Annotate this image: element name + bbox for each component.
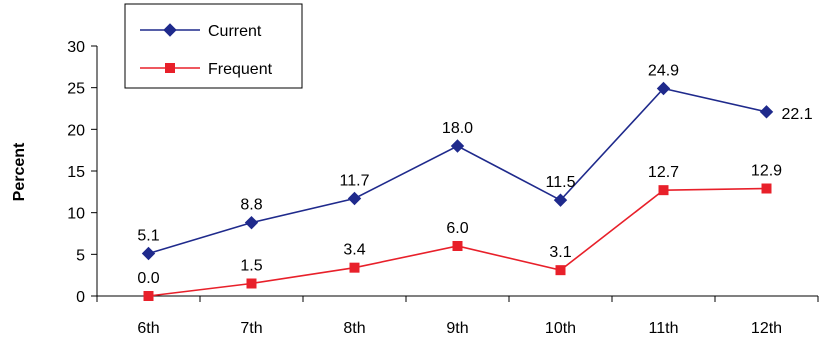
data-labels: 5.1 8.8 11.7 18.0 11.5 24.9 22.1 0.0 1.5 3.4 6.0 3.…	[137, 63, 812, 288]
frequent-data-label: 12.7	[648, 164, 679, 181]
y-tick-label: 30	[67, 39, 85, 56]
x-axis-ticks: 6th 7th 8th 9th 10th 11th 12th	[96, 296, 819, 337]
current-data-label: 18.0	[442, 120, 473, 137]
frequent-data-point	[452, 241, 463, 251]
current-data-label: 24.9	[648, 63, 679, 80]
frequent-data-point	[658, 185, 669, 196]
y-axis-title: Percent	[11, 142, 28, 201]
frequent-data-point	[143, 291, 154, 301]
x-tick-label: 10th	[545, 320, 576, 337]
y-tick-label: 10	[67, 206, 85, 223]
current-data-label: 11.7	[340, 173, 370, 190]
current-data-point	[759, 105, 774, 119]
legend-current-label: Current	[208, 23, 262, 40]
current-data-point	[656, 81, 671, 96]
legend: Current Frequent	[124, 3, 303, 89]
x-tick-label: 7th	[240, 320, 262, 337]
current-data-point	[141, 246, 156, 261]
frequent-data-point	[555, 265, 566, 276]
frequent-data-point	[246, 278, 257, 289]
current-data-point	[450, 139, 465, 153]
current-data-label: 8.8	[240, 197, 262, 214]
y-tick-label: 15	[67, 164, 85, 181]
current-data-label: 5.1	[137, 228, 159, 245]
x-tick-label: 8th	[343, 320, 365, 337]
frequent-data-point	[761, 183, 772, 194]
legend-frequent-label: Frequent	[208, 61, 273, 78]
current-data-label: 11.5	[546, 174, 576, 191]
frequent-data-label: 1.5	[240, 258, 262, 275]
legend-frequent-marker	[165, 63, 175, 73]
y-tick-label: 25	[67, 81, 85, 98]
frequent-data-label: 3.1	[549, 244, 571, 261]
x-tick-label: 9th	[446, 320, 468, 337]
y-tick-label: 5	[76, 247, 85, 264]
current-data-label: 22.1	[782, 106, 813, 123]
x-tick-label: 11th	[649, 320, 679, 337]
x-tick-label: 6th	[137, 320, 159, 337]
legend-current-marker	[163, 23, 177, 37]
frequent-data-label: 3.4	[343, 242, 365, 259]
frequent-data-point	[349, 262, 360, 273]
frequent-data-label: 6.0	[446, 220, 468, 237]
current-data-point	[553, 193, 568, 207]
series-markers	[141, 81, 774, 301]
legend-box	[124, 3, 303, 89]
x-tick-label: 12th	[751, 320, 782, 337]
current-data-point	[244, 215, 259, 230]
frequent-data-label: 0.0	[137, 270, 159, 287]
y-axis-ticks: 0 5 10 15 20 25 30	[67, 39, 97, 306]
current-data-point	[347, 191, 362, 206]
y-tick-label: 0	[76, 289, 85, 306]
frequent-data-label: 12.9	[751, 163, 782, 180]
y-tick-label: 20	[67, 122, 85, 139]
